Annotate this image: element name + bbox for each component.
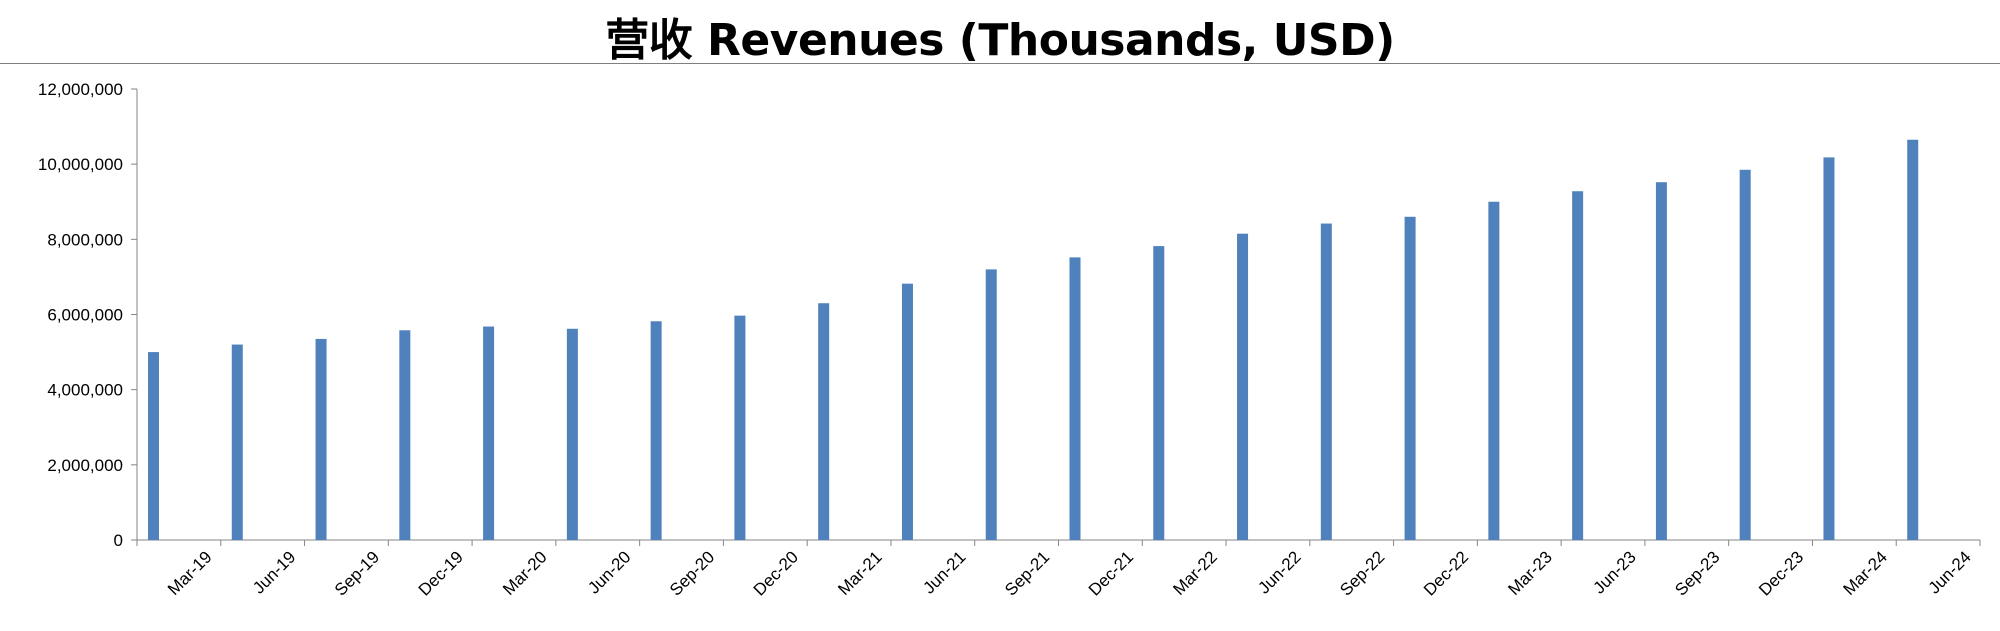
bar xyxy=(650,321,662,540)
bar xyxy=(483,326,495,540)
x-axis: Mar-19 Jun-19 Sep-19 Dec-19 Mar-20 Jun-20 Sep-… xyxy=(136,539,1981,600)
x-tick-label: Jun-22 xyxy=(1254,547,1304,597)
title-divider xyxy=(0,63,2000,64)
x-tick-label: Sep-19 xyxy=(331,547,383,599)
bar xyxy=(148,352,159,540)
x-tick-label: Mar-22 xyxy=(1169,547,1221,599)
x-tick-label: Sep-21 xyxy=(1001,547,1053,599)
x-tick-label: Jun-23 xyxy=(1590,547,1640,597)
x-tick-label: Mar-23 xyxy=(1504,547,1556,599)
bar xyxy=(1488,201,1500,540)
bar xyxy=(1823,157,1835,540)
bar xyxy=(399,330,411,540)
bar xyxy=(231,344,243,540)
y-tick-label: 12,000,000 xyxy=(38,80,123,99)
bar xyxy=(1655,182,1667,540)
x-tick-label: Dec-22 xyxy=(1420,547,1472,599)
x-tick-label: Sep-20 xyxy=(666,547,718,599)
x-tick-label: Mar-21 xyxy=(834,547,886,599)
x-tick-label: Mar-19 xyxy=(164,547,216,599)
bar xyxy=(818,303,830,540)
bar xyxy=(1237,233,1249,540)
bar xyxy=(1572,191,1584,540)
x-tick-label: Dec-21 xyxy=(1085,547,1137,599)
x-tick-label: Jun-20 xyxy=(584,547,634,597)
x-tick-label: Sep-22 xyxy=(1336,547,1388,599)
bar xyxy=(1404,216,1416,541)
x-tick-label: Dec-20 xyxy=(750,547,802,599)
x-tick-label: Mar-20 xyxy=(499,547,551,599)
bar xyxy=(1739,169,1751,540)
bar xyxy=(734,315,746,540)
bar xyxy=(1153,246,1165,540)
bar xyxy=(1907,139,1919,541)
y-tick-label: 4,000,000 xyxy=(47,381,123,400)
y-tick-label: 0 xyxy=(114,531,123,550)
bars xyxy=(148,139,1919,541)
x-tick-label: Dec-19 xyxy=(415,547,467,599)
x-tick-label: Dec-23 xyxy=(1755,547,1807,599)
y-tick-label: 10,000,000 xyxy=(38,155,123,174)
bar xyxy=(985,269,997,540)
chart-title: 营收 Revenues (Thousands, USD) xyxy=(605,15,1395,66)
bar xyxy=(315,338,327,540)
x-tick-label: Mar-24 xyxy=(1840,547,1892,599)
bar xyxy=(901,283,913,540)
y-tick-label: 2,000,000 xyxy=(47,456,123,475)
y-axis: 0 2,000,000 4,000,000 6,000,000 8,000,000 10,… xyxy=(38,80,138,550)
y-tick-label: 8,000,000 xyxy=(47,230,123,249)
bar xyxy=(566,328,578,540)
x-tick-label: Jun-21 xyxy=(919,547,969,597)
x-tick-label: Sep-23 xyxy=(1671,547,1723,599)
bar xyxy=(1069,257,1081,540)
y-tick-label: 6,000,000 xyxy=(47,306,123,325)
bar xyxy=(1320,223,1332,540)
x-tick-label: Jun-19 xyxy=(249,547,299,597)
x-tick-label: Jun-24 xyxy=(1925,547,1975,597)
